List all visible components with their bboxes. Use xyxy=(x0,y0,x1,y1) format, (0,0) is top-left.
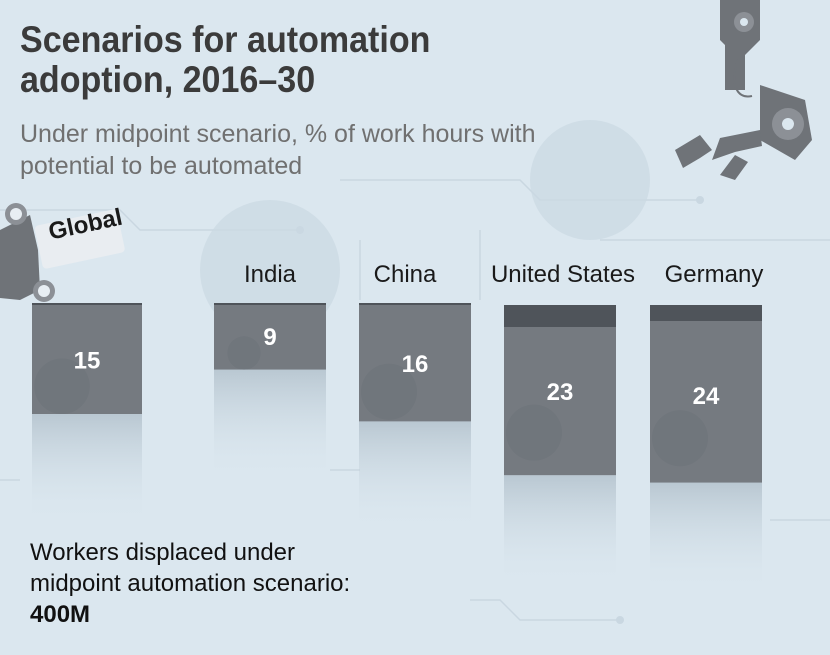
bar-top-band xyxy=(650,305,762,321)
bar-top-band xyxy=(504,305,616,327)
bar-shadow xyxy=(359,421,471,532)
robot-arm-icon xyxy=(675,0,812,180)
footnote-text: Workers displaced under midpoint automat… xyxy=(30,539,351,597)
global-tag xyxy=(34,209,125,269)
bar-shadow xyxy=(32,414,142,524)
category-label: Global xyxy=(46,204,125,246)
data-label: 24 xyxy=(693,383,720,410)
bar-gear-decoration xyxy=(227,336,261,370)
data-label: 15 xyxy=(74,348,101,375)
chart-subtitle: Under midpoint scenario, % of work hours… xyxy=(20,120,536,180)
bar-shadow xyxy=(214,369,326,480)
workers-displaced-note: Workers displaced under midpoint automat… xyxy=(30,537,370,630)
bar-gear-decoration xyxy=(34,358,90,414)
bar-gear-decoration xyxy=(361,363,417,420)
bar-shadow xyxy=(650,482,762,593)
bar-top-edge xyxy=(214,303,326,305)
bar-top-edge xyxy=(32,303,142,305)
bar-top-edge xyxy=(359,303,471,305)
data-label: 16 xyxy=(402,351,429,378)
bar-shadow xyxy=(504,475,616,586)
chart-title: Scenarios for automation adoption, 2016–… xyxy=(20,19,431,100)
bar-gear-decoration xyxy=(652,410,708,467)
data-label: 9 xyxy=(263,324,276,351)
category-label: China xyxy=(374,261,437,288)
data-label: 23 xyxy=(547,379,574,406)
category-label: United States xyxy=(491,261,635,288)
bar-gear-decoration xyxy=(506,404,562,461)
category-label: Germany xyxy=(665,261,764,288)
footnote-value: 400M xyxy=(30,601,91,628)
category-label: India xyxy=(244,261,297,288)
robot-hand-icon xyxy=(0,203,55,302)
